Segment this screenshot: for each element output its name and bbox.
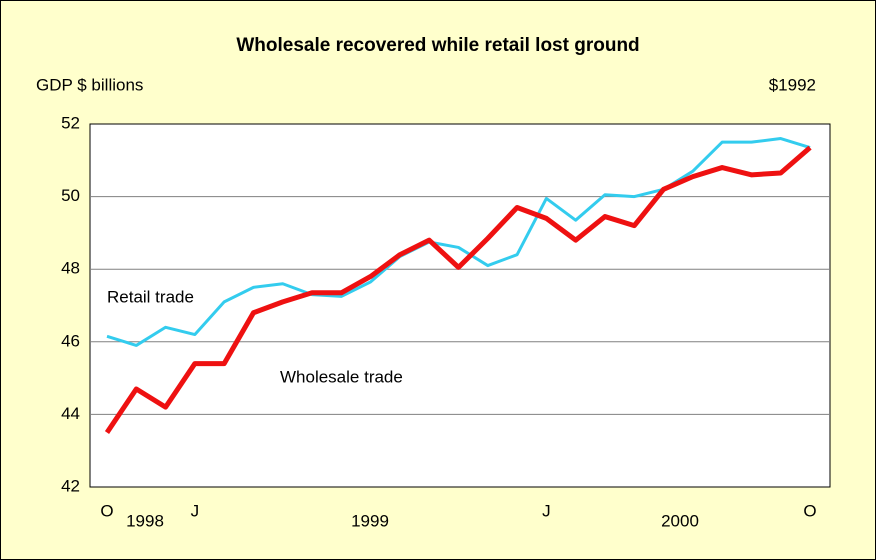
y-tick-label: 52 [61, 113, 80, 132]
series-line [106, 137, 811, 347]
x-tick-label: J [191, 501, 200, 520]
x-tick-label: O [100, 501, 113, 520]
year-label: 1998 [126, 511, 164, 530]
y-axis-label: GDP $ billions [36, 75, 143, 94]
year-label: 1999 [351, 511, 389, 530]
chart-title: Wholesale recovered while retail lost gr… [236, 35, 639, 56]
y-tick-label: 48 [61, 259, 80, 278]
x-tick-label: O [803, 501, 816, 520]
units-note: $1992 [769, 75, 816, 94]
y-tick-label: 42 [61, 476, 80, 495]
series-line [104, 145, 812, 434]
x-tick-label: J [542, 501, 551, 520]
y-tick-label: 44 [61, 404, 80, 423]
y-tick-label: 50 [61, 186, 80, 205]
y-tick-label: 46 [61, 331, 80, 350]
year-label: 2000 [661, 511, 699, 530]
plot-area [89, 123, 831, 488]
series-label: Wholesale trade [280, 367, 403, 386]
series-label: Retail trade [107, 287, 194, 306]
